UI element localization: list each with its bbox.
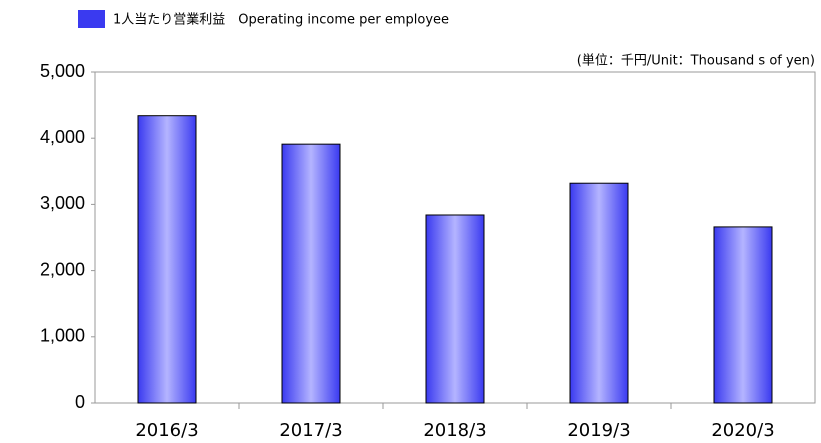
y-tick-label: 0	[75, 392, 85, 412]
x-tick-label: 2016/3	[135, 420, 198, 441]
bar	[137, 115, 197, 404]
bar	[425, 214, 485, 404]
bar	[281, 143, 341, 404]
y-tick-label: 5,000	[40, 61, 85, 81]
y-tick-label: 4,000	[40, 127, 85, 147]
bar	[569, 182, 629, 404]
x-tick-label: 2018/3	[423, 420, 486, 441]
legend-label: 1人当たり営業利益 Operating income per employee	[113, 12, 449, 28]
unit-note: (単位：千円/Unit：Thousand s of yen)	[577, 53, 815, 69]
y-tick-label: 2,000	[40, 259, 85, 279]
x-tick-label: 2017/3	[279, 420, 342, 441]
x-tick-label: 2019/3	[567, 420, 630, 441]
y-tick-label: 1,000	[40, 326, 85, 346]
y-tick-label: 3,000	[40, 193, 85, 213]
x-tick-label: 2020/3	[711, 420, 774, 441]
legend-swatch	[78, 10, 105, 28]
bar	[713, 226, 773, 404]
